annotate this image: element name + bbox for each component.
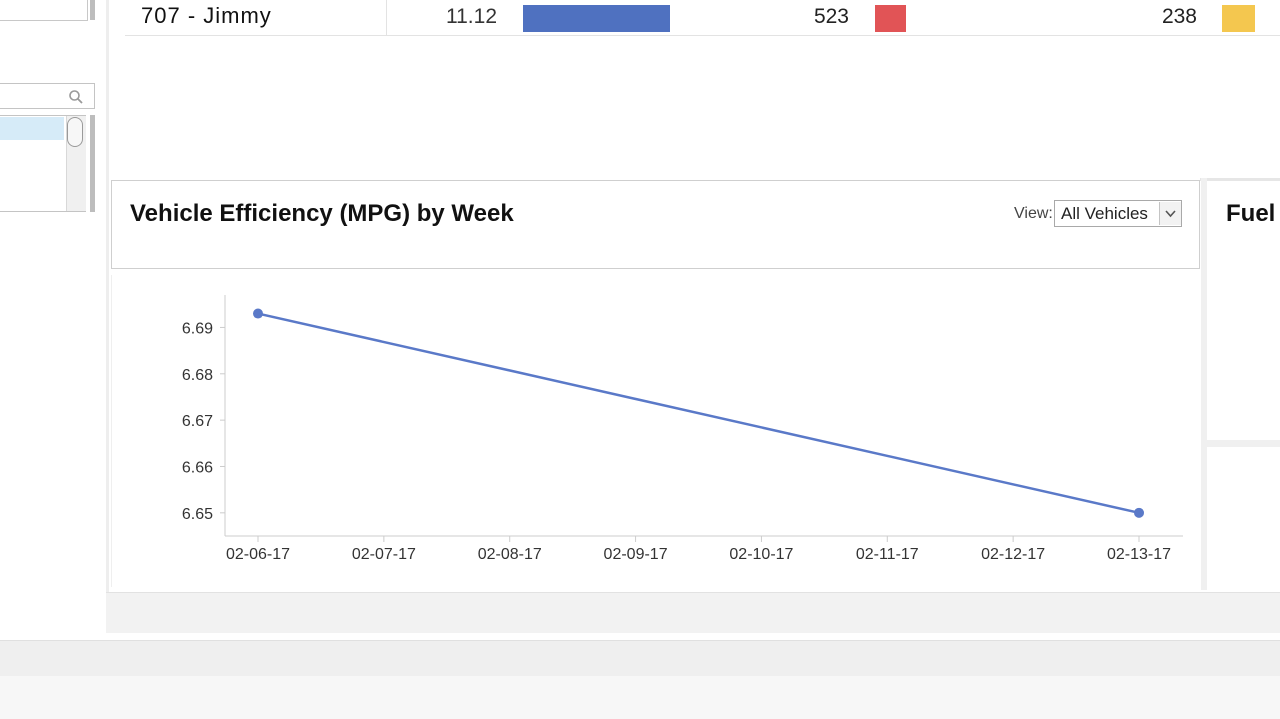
view-label: View: [1014, 205, 1053, 222]
mpg-line-chart: 6.69 6.68 6.67 6.66 6.65 02-06-17 02-07-17 02-… [182, 295, 1183, 563]
fuel-panel-title: Fuel [1226, 200, 1276, 227]
vehicle-name-cell[interactable]: 707 - Jimmy [141, 3, 272, 28]
right-panel-divider [1201, 178, 1207, 590]
list-item-selected[interactable] [0, 117, 64, 140]
series-line [257, 312, 1140, 515]
data-point[interactable] [253, 308, 263, 319]
table-row[interactable] [125, 0, 1280, 36]
mpg-bar [523, 5, 670, 32]
sidebar-top-box [0, 0, 88, 21]
value3-cell: 238 [1161, 5, 1197, 28]
sidebar-splitter[interactable] [90, 0, 95, 20]
y-tick-label: 6.68 [182, 367, 213, 384]
x-tick-label: 02-11-17 [856, 546, 919, 563]
column-divider [386, 0, 387, 35]
sidebar-splitter-lower[interactable] [90, 115, 95, 212]
y-tick-label: 6.67 [182, 413, 213, 430]
footer-band [106, 592, 1280, 633]
right-panel-separator [1207, 440, 1280, 447]
y-tick-label: 6.69 [182, 320, 213, 337]
x-tick-label: 02-12-17 [981, 546, 1045, 563]
chart-panel-title: Vehicle Efficiency (MPG) by Week [130, 200, 514, 227]
y-tick-label: 6.65 [182, 506, 213, 523]
search-icon[interactable] [68, 89, 84, 105]
chevron-down-icon[interactable] [1159, 202, 1181, 225]
y-tick-label: 6.66 [182, 459, 213, 476]
x-tick-label: 02-06-17 [226, 546, 290, 563]
value3-bar [1222, 5, 1255, 32]
chart-panel-body [111, 275, 1202, 587]
value2-bar [875, 5, 906, 32]
right-panel-top-border [1200, 178, 1280, 181]
value2-cell: 523 [813, 5, 849, 28]
x-tick-label: 02-08-17 [478, 546, 542, 563]
x-tick-label: 02-07-17 [352, 546, 416, 563]
x-tick-label: 02-09-17 [604, 546, 668, 563]
view-select-value[interactable]: All Vehicles [1061, 204, 1148, 223]
mpg-value-cell: 11.12 [446, 5, 497, 28]
x-tick-label: 02-10-17 [729, 546, 793, 563]
x-tick-label: 02-13-17 [1107, 546, 1171, 563]
page-bottom-band [0, 676, 1280, 719]
data-point[interactable] [1134, 507, 1144, 518]
page-footer-band [0, 640, 1280, 677]
chart-panel-header [111, 180, 1200, 269]
main-panel-border [106, 0, 109, 592]
list-scrollbar-thumb[interactable] [67, 117, 83, 147]
